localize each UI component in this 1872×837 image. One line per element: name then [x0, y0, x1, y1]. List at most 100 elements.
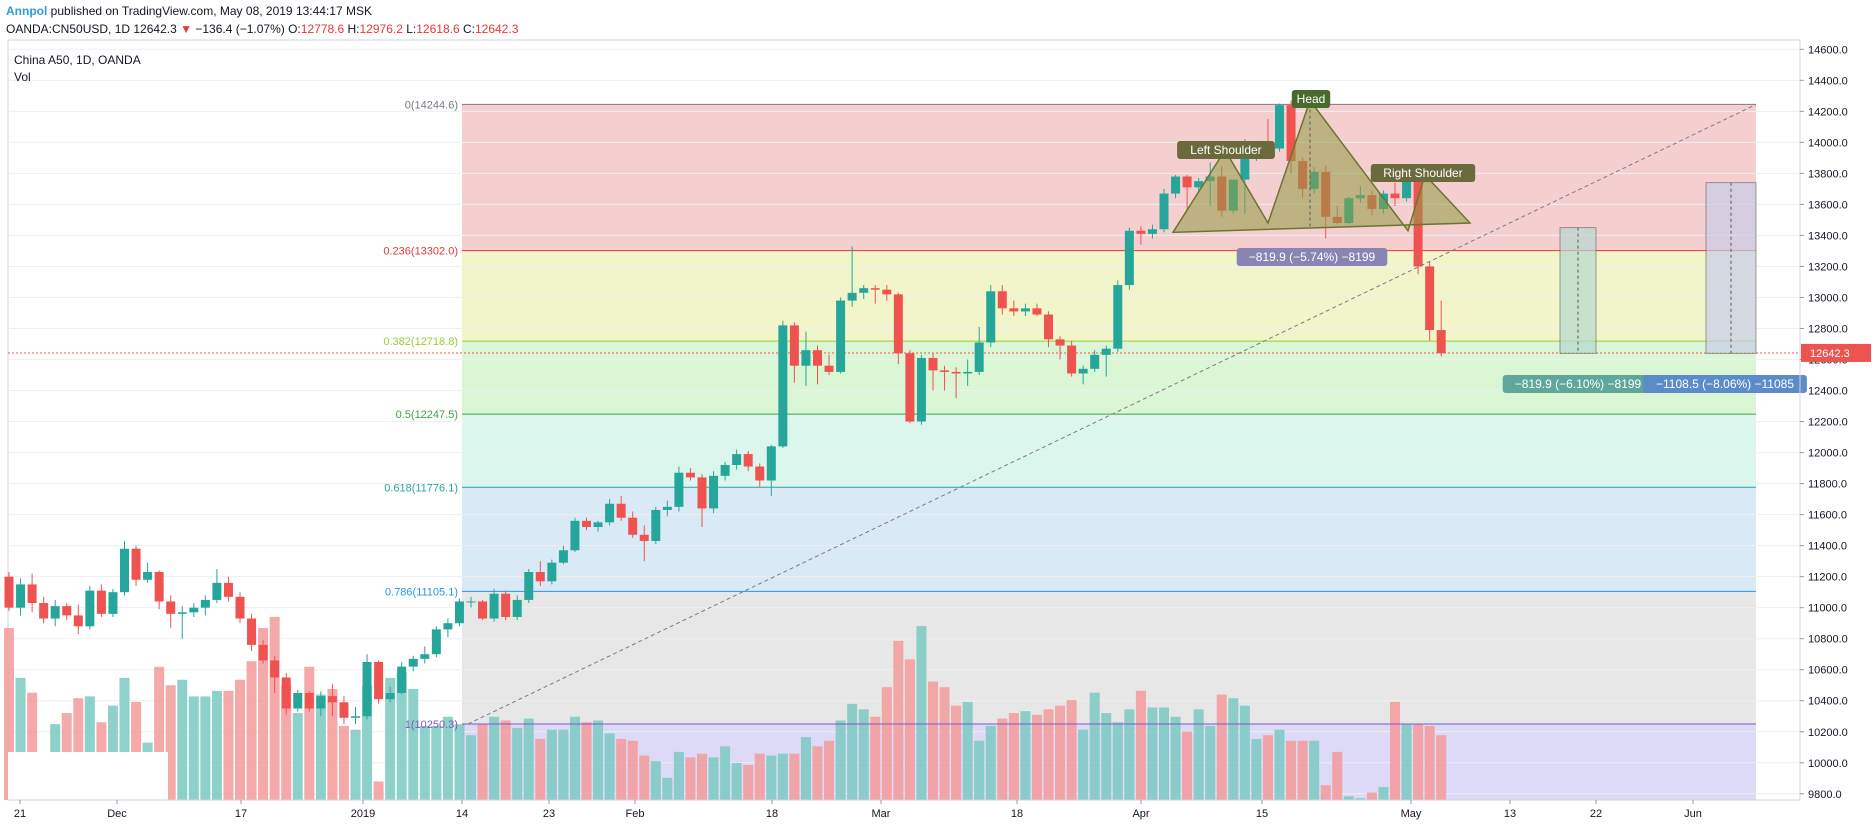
volume-bar	[1159, 707, 1169, 800]
candle-body	[1171, 176, 1181, 194]
open-label: O:	[288, 22, 301, 36]
volume-bar	[431, 726, 442, 800]
ohlc-line: OANDA:CN50USD, 1D 12642.3 ▼ −136.4 (−1.0…	[6, 22, 518, 36]
candle-body	[836, 300, 846, 372]
volume-bar	[1101, 713, 1112, 800]
price-tick-label: 13800.0	[1808, 168, 1848, 180]
fib-lines: 0(14244.6) 0.236(13302.0) 0.382(12718.8) 0.…	[8, 99, 1800, 731]
candle-body	[616, 503, 626, 518]
head-label: Head	[1297, 92, 1326, 106]
candle-body	[697, 477, 707, 509]
volume-bar	[1262, 735, 1273, 800]
volume-bar	[1239, 705, 1250, 800]
volume-bar	[893, 640, 904, 800]
price-tick-label: 10800.0	[1808, 634, 1848, 646]
candle-body	[593, 522, 603, 528]
volume-bar	[1320, 785, 1331, 800]
candle-body	[1101, 348, 1111, 355]
volume-bar	[754, 753, 765, 800]
volume-bar	[569, 716, 580, 800]
volume-label-mask	[8, 752, 168, 800]
volume-bar	[951, 705, 962, 800]
candle-body	[270, 660, 280, 678]
fib-zone	[462, 250, 1756, 342]
candle-body	[570, 520, 580, 551]
candle-body	[351, 716, 360, 718]
candle-body	[974, 342, 984, 372]
fib-zone	[462, 414, 1756, 488]
high-value: 12976.2	[359, 22, 403, 36]
volume-bar	[1147, 707, 1158, 800]
volume-bar	[777, 753, 788, 800]
candle-body	[685, 472, 695, 478]
neck-drop-label-bg	[1236, 248, 1388, 266]
publish-line: Annpol published on TradingView.com, May…	[6, 4, 372, 18]
high-label: H:	[347, 22, 360, 36]
candle-body	[512, 599, 522, 617]
candle-body	[96, 590, 106, 614]
volume-bar	[338, 726, 349, 800]
author-link[interactable]: Annpol	[6, 4, 48, 18]
volume-bar	[1020, 711, 1031, 800]
right-shoulder-label-bg	[1370, 164, 1476, 182]
candle-body	[928, 357, 938, 371]
volume-bar	[1286, 740, 1297, 800]
volume-bar	[211, 690, 222, 800]
candle-body	[293, 692, 303, 709]
volume-bar	[1343, 796, 1354, 800]
volume-bar	[454, 724, 465, 800]
volume-bar	[985, 726, 996, 800]
candle-body	[85, 590, 95, 627]
target-2-label-bg	[1643, 375, 1807, 393]
volume-bar	[466, 735, 476, 800]
candle-body	[963, 371, 973, 374]
volume-bar	[1216, 694, 1227, 800]
candle-body	[50, 606, 60, 619]
volume-bar	[1413, 724, 1424, 800]
price-tick-label: 11400.0	[1808, 541, 1847, 553]
candle-body	[1390, 193, 1400, 199]
candle-body	[108, 592, 118, 614]
price-tick-label: 14400.0	[1808, 75, 1848, 87]
volume-bar	[177, 679, 188, 800]
price-tick-label: 12200.0	[1808, 417, 1848, 429]
low-value: 12618.6	[416, 22, 460, 36]
axes: 14600.0 14400.0 14200.0 14000.0 13800.0 13600…	[8, 40, 1871, 820]
volume-bar	[974, 740, 985, 800]
volume-bar	[997, 718, 1008, 800]
candle-body	[4, 576, 14, 608]
candle-body	[62, 606, 72, 616]
candle-body	[1067, 345, 1077, 374]
legend-volume: Vol	[14, 70, 31, 84]
volume-bar	[235, 679, 245, 800]
volume-bar	[697, 753, 707, 800]
candle-body	[639, 534, 649, 541]
volume-bar	[1378, 787, 1389, 800]
volume-bar	[847, 703, 858, 800]
volume-bar	[639, 755, 650, 800]
volume-bar	[269, 616, 280, 800]
candle-body	[859, 288, 869, 293]
volume-bar	[662, 777, 673, 800]
candle-body	[1286, 105, 1296, 161]
candle-body	[1044, 314, 1053, 340]
volume-bar	[523, 718, 534, 800]
price-tick-label: 10400.0	[1808, 696, 1848, 708]
volume-bar	[292, 713, 303, 800]
head-shoulders-pattern	[1171, 98, 1472, 234]
volume-bar	[1309, 740, 1320, 800]
volume-bar	[904, 659, 915, 800]
time-tick-label: 22	[1590, 808, 1602, 820]
volume-bar	[385, 677, 396, 800]
volume-bar	[1008, 713, 1019, 800]
candle-body	[778, 325, 788, 447]
candle-body	[466, 601, 476, 603]
candle-body	[1436, 330, 1446, 354]
candle-body	[605, 503, 615, 523]
volume-bar	[939, 687, 950, 800]
candle-body	[223, 582, 233, 597]
volume-bar	[858, 709, 869, 800]
low-label: L:	[406, 22, 417, 36]
candle-body	[628, 517, 638, 535]
